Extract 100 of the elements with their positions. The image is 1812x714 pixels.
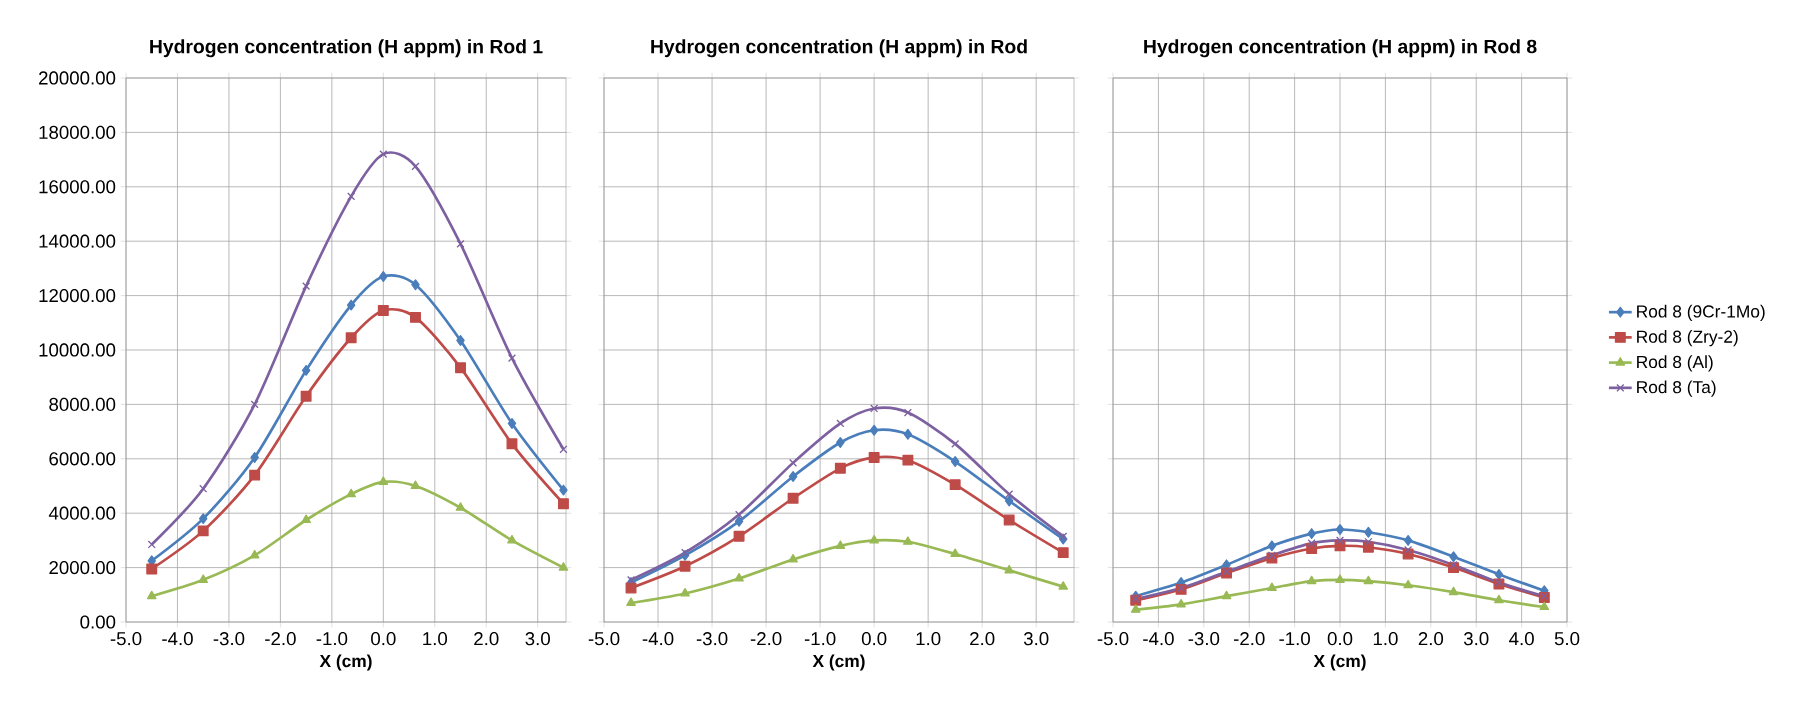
x-axis-title: X (cm) [319,654,372,671]
point [626,597,636,607]
point [345,332,357,344]
point [903,408,912,417]
x-tick-label: -1.0 [316,632,348,646]
point [1176,598,1186,608]
point [680,548,690,557]
point [456,335,465,346]
point [301,364,311,376]
point [1539,601,1550,611]
y-tick-label: 12000.00 [39,288,116,303]
x-tick-label: -5.0 [110,632,142,646]
point [379,271,388,283]
y-tick-label: 2000.00 [49,560,116,575]
point [950,548,960,558]
x-tick-label: -3.0 [213,632,245,646]
point [733,530,745,542]
point [250,451,259,463]
point [411,279,420,291]
x-tick-label: 1.0 [423,632,448,646]
x-tick-label: 3.0 [525,632,550,646]
point [455,502,466,511]
point [734,515,744,527]
x-axis-title: X (cm) [812,654,865,671]
x-tick-label: -5.0 [588,632,620,646]
point [559,445,568,454]
y-tick-label: 4000.00 [48,506,116,520]
point [1448,586,1459,596]
point [558,562,569,571]
point [903,536,913,545]
point [870,404,879,413]
point [735,510,744,519]
point [902,454,914,466]
x-tick-label: 0.0 [371,632,396,646]
point [346,299,356,311]
point [950,456,960,467]
x-tick-label: -4.0 [1143,632,1174,646]
point [249,469,261,481]
point [1335,536,1345,545]
chart-title: Hydrogen concentration (H appm) in Rod [651,39,1027,58]
x-tick-label: -4.0 [162,632,193,646]
point [1449,560,1458,569]
point [1004,564,1015,574]
point [836,419,845,428]
point [507,417,517,429]
point [300,390,312,402]
x-tick-label: -1.0 [804,632,836,646]
point [834,462,846,474]
point [788,553,798,563]
x-tick-label: -3.0 [696,632,728,646]
point [734,573,744,582]
x-tick-label: -2.0 [750,632,782,646]
point [199,484,208,493]
point [410,480,421,490]
x-tick-label: -5.0 [1097,632,1129,646]
x-tick-label: -1.0 [1279,632,1310,646]
x-tick-label: -3.0 [1188,632,1220,646]
point [379,150,388,159]
point [198,574,209,583]
point [197,525,209,537]
y-tick-label: 0.00 [80,615,116,629]
y-tick-label: 16000.00 [39,180,116,194]
x-tick-label: 2.0 [1418,632,1444,646]
point [1221,590,1232,600]
point [301,514,311,524]
point [347,192,356,201]
point [1005,490,1014,499]
y-tick-label: 20000.00 [39,71,116,85]
y-tick-label: 6000.00 [49,452,116,466]
point [1306,543,1318,555]
point [869,424,879,436]
point [1364,537,1373,546]
point [302,282,311,291]
point [1267,540,1277,552]
point [146,590,157,600]
x-tick-label: 2.0 [474,632,499,646]
legend-label: Rod 8 (Al) [1637,355,1713,372]
x-tick-label: 0.0 [1327,632,1353,646]
point [506,438,518,450]
x-tick-label: 5.0 [1554,632,1580,646]
point [1494,594,1504,604]
point [1307,539,1316,548]
point [1003,514,1015,526]
point [456,239,465,248]
point [250,400,259,409]
point [378,476,389,485]
chart-title: Hydrogen concentration (H appm) in Rod 8 [1144,39,1537,58]
point [455,362,466,374]
point [1335,524,1345,535]
point [679,560,691,572]
point [410,311,421,323]
x-tick-label: -2.0 [1233,632,1265,646]
point [836,437,845,448]
point [198,513,208,525]
point [147,540,156,549]
x-tick-label: 3.0 [1023,632,1049,646]
point [1058,581,1069,590]
point [1130,604,1141,613]
y-tick-label: 8000.00 [49,397,116,412]
point [1363,575,1374,585]
